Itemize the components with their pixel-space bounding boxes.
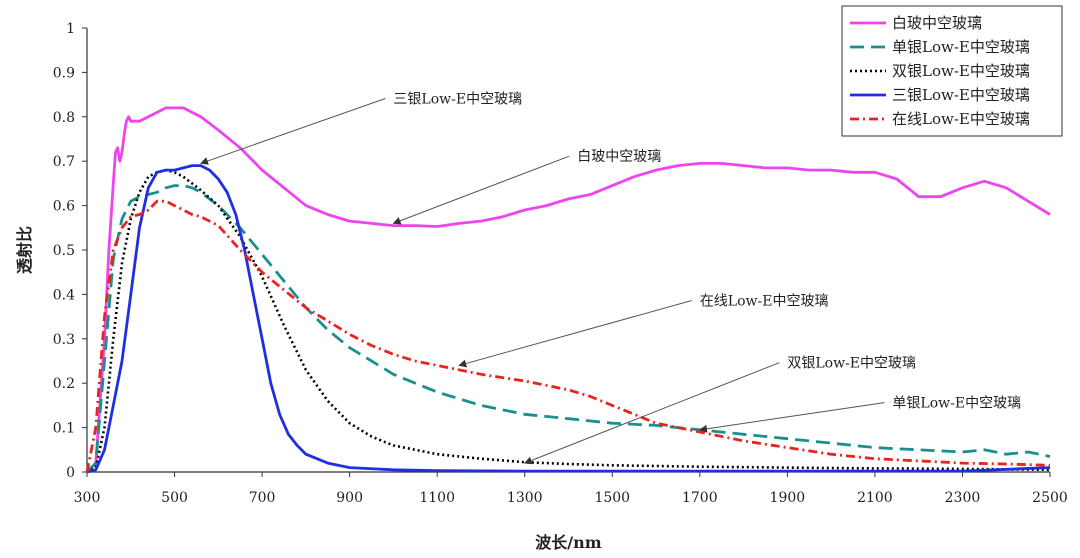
y-tick-label: 0.7 — [53, 154, 75, 170]
x-tick-label: 1100 — [419, 490, 455, 506]
legend-label: 白玻中空玻璃 — [892, 14, 982, 32]
legend-label: 三银Low-E中空玻璃 — [892, 86, 1030, 104]
y-tick-label: 0.9 — [53, 65, 75, 81]
annotation-label: 白玻中空玻璃 — [577, 148, 661, 165]
series-line — [86, 168, 1051, 474]
annotation-leader — [458, 300, 692, 368]
y-tick-label: 0.2 — [53, 376, 75, 392]
annotation-leader — [200, 98, 386, 165]
y-axis-title: 透射比 — [15, 226, 34, 274]
y-tick-label: 0.4 — [53, 287, 75, 303]
x-tick-label: 1500 — [594, 490, 630, 506]
y-tick-label: 0.1 — [53, 421, 75, 437]
series-line — [85, 199, 1051, 473]
annotation-leader — [699, 402, 885, 433]
series-line — [86, 106, 1051, 473]
series-line — [86, 184, 1051, 473]
y-tick-label: 0.6 — [53, 199, 75, 215]
annotation-label: 单银Low-E中空玻璃 — [892, 395, 1021, 412]
legend-label: 双银Low-E中空玻璃 — [892, 62, 1030, 80]
legend-label: 在线Low-E中空玻璃 — [892, 110, 1030, 128]
x-tick-label: 2100 — [857, 490, 893, 506]
x-tick-label: 2500 — [1032, 490, 1068, 506]
y-tick-label: 1 — [66, 21, 75, 37]
y-tick-label: 0.5 — [53, 243, 75, 259]
x-tick-label: 700 — [249, 490, 276, 506]
x-tick-label: 2300 — [945, 490, 981, 506]
x-tick-label: 300 — [74, 490, 101, 506]
y-tick-label: 0.3 — [53, 332, 75, 348]
x-tick-label: 500 — [161, 490, 188, 506]
annotation-leader — [523, 362, 780, 465]
series-lines — [85, 106, 1051, 474]
y-tick-label: 0 — [66, 465, 75, 481]
x-tick-label: 1900 — [770, 490, 806, 506]
x-tick-label: 900 — [336, 490, 363, 506]
x-axis-title: 波长/nm — [535, 533, 601, 552]
x-tick-label: 1300 — [507, 490, 543, 506]
x-tick-label: 1700 — [682, 490, 718, 506]
annotation-leader — [392, 155, 570, 225]
y-tick-label: 0.8 — [53, 110, 75, 126]
annotation-label: 在线Low-E中空玻璃 — [700, 293, 829, 310]
annotation-label: 双银Low-E中空玻璃 — [787, 355, 916, 372]
legend-label: 单银Low-E中空玻璃 — [892, 38, 1030, 56]
legend: 白玻中空玻璃单银Low-E中空玻璃双银Low-E中空玻璃三银Low-E中空玻璃在… — [841, 5, 1063, 137]
annotations: 三银Low-E中空玻璃白玻中空玻璃在线Low-E中空玻璃双银Low-E中空玻璃单… — [200, 90, 1021, 465]
legend-box — [841, 5, 1063, 137]
series-line — [86, 164, 1051, 474]
annotation-label: 三银Low-E中空玻璃 — [393, 90, 522, 107]
